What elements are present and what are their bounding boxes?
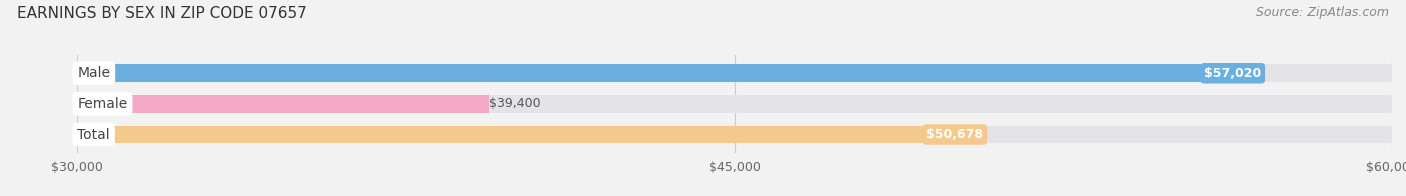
Bar (77, 64, 1261, 82)
Text: Total: Total (77, 128, 110, 142)
Bar (77, 95, 489, 113)
Bar (77, 95, 1392, 113)
Text: Female: Female (77, 97, 128, 111)
Bar (77, 64, 1392, 82)
Text: Source: ZipAtlas.com: Source: ZipAtlas.com (1256, 6, 1389, 19)
Text: $39,400: $39,400 (489, 97, 541, 110)
Text: Male: Male (77, 66, 110, 80)
Text: $57,020: $57,020 (1204, 67, 1261, 80)
Bar (77, 126, 1392, 143)
Bar (77, 126, 983, 143)
Text: $50,678: $50,678 (927, 128, 983, 141)
Text: EARNINGS BY SEX IN ZIP CODE 07657: EARNINGS BY SEX IN ZIP CODE 07657 (17, 6, 307, 21)
